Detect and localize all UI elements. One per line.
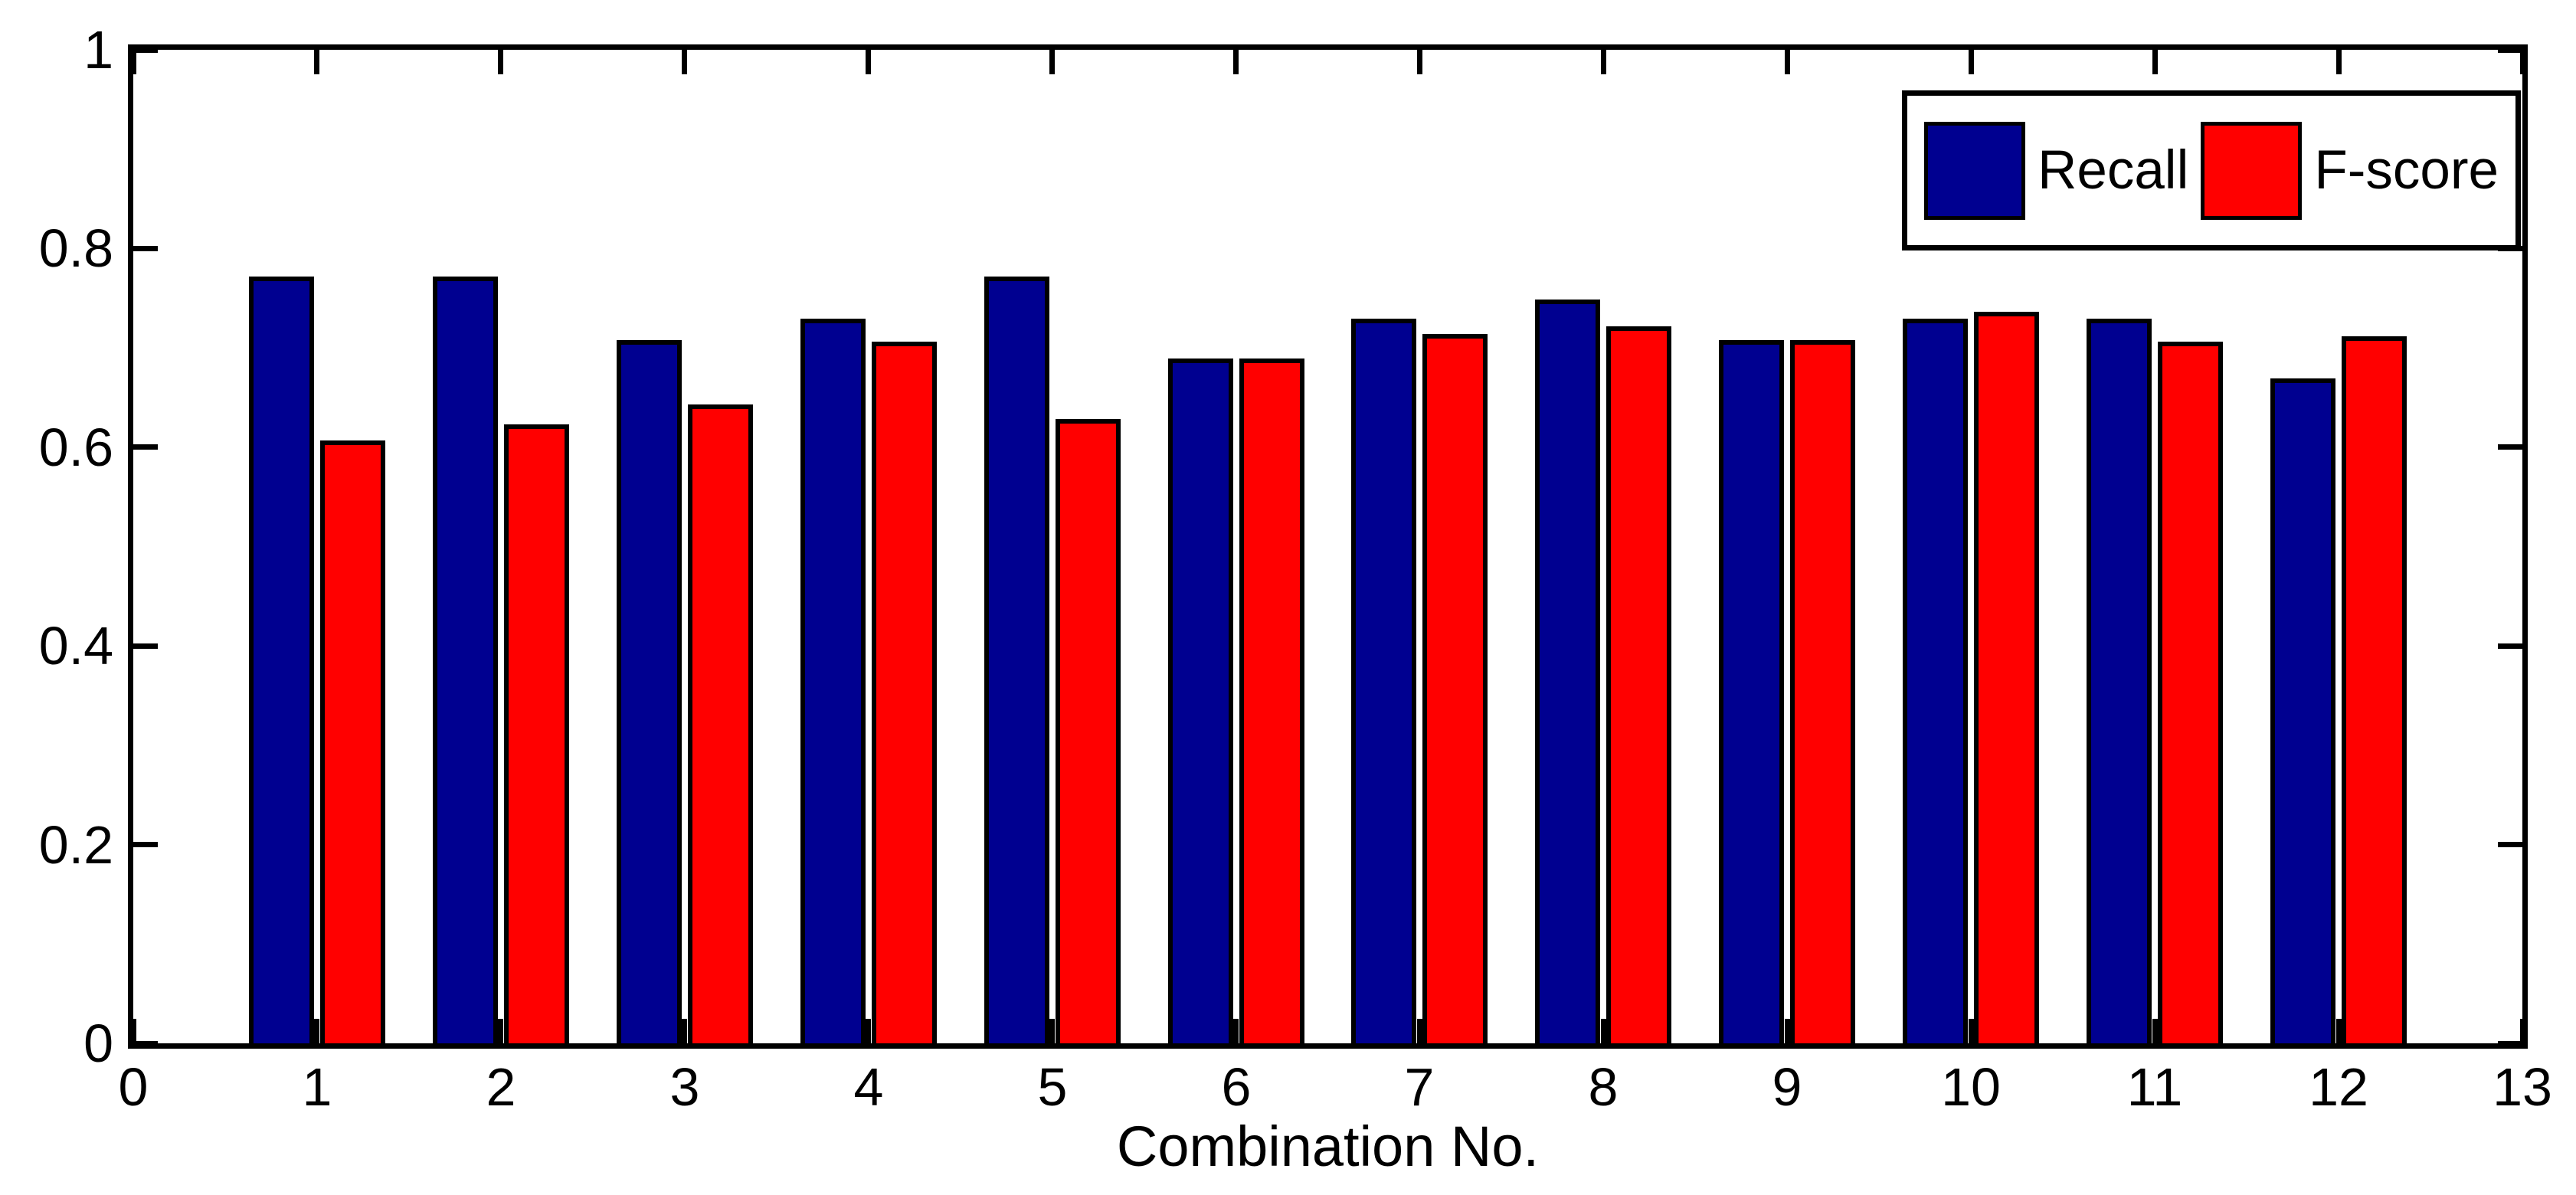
y-tick-mark-right: [2498, 1041, 2522, 1046]
y-tick-label-0.8: 0.8: [38, 218, 113, 278]
bar-f-score-2: [503, 424, 569, 1043]
x-tick-mark-bottom: [1785, 1019, 1790, 1043]
x-tick-mark-bottom: [2520, 1019, 2525, 1043]
legend: Recall F-score: [1902, 90, 2521, 250]
x-tick-label-7: 7: [1404, 1057, 1435, 1117]
legend-swatch-recall: [1924, 121, 2026, 220]
bar-f-score-10: [1974, 312, 2040, 1043]
bar-f-score-4: [871, 342, 937, 1043]
bar-f-score-5: [1055, 419, 1121, 1043]
x-tick-label-3: 3: [669, 1057, 700, 1117]
y-tick-mark-left: [133, 842, 158, 847]
x-tick-mark-top: [314, 50, 319, 74]
y-tick-mark-left: [133, 1041, 158, 1046]
x-tick-mark-bottom: [314, 1019, 319, 1043]
x-tick-mark-bottom: [2152, 1019, 2158, 1043]
bar-f-score-6: [1239, 358, 1304, 1043]
x-tick-mark-top: [1417, 50, 1422, 74]
x-tick-mark-top: [2152, 50, 2158, 74]
bar-recall-7: [1351, 319, 1417, 1043]
y-tick-mark-right: [2498, 444, 2522, 450]
bar-recall-5: [984, 277, 1049, 1043]
y-tick-mark-left: [133, 47, 158, 53]
x-tick-mark-bottom: [1049, 1019, 1055, 1043]
bar-recall-2: [432, 277, 498, 1043]
y-tick-mark-right: [2498, 842, 2522, 847]
bar-recall-3: [616, 340, 682, 1043]
bar-recall-8: [1535, 300, 1601, 1043]
x-tick-label-0: 0: [118, 1057, 149, 1117]
x-tick-mark-top: [1601, 50, 1606, 74]
x-tick-label-9: 9: [1772, 1057, 1802, 1117]
x-tick-label-5: 5: [1037, 1057, 1068, 1117]
x-tick-mark-bottom: [1969, 1019, 1974, 1043]
x-tick-label-8: 8: [1588, 1057, 1619, 1117]
x-tick-mark-top: [1969, 50, 1974, 74]
bar-f-score-8: [1606, 326, 1672, 1043]
bar-f-score-9: [1790, 340, 1856, 1043]
bar-f-score-1: [319, 440, 385, 1043]
x-tick-label-12: 12: [2309, 1057, 2368, 1117]
x-tick-label-4: 4: [853, 1057, 884, 1117]
bar-recall-1: [248, 277, 314, 1043]
x-tick-mark-bottom: [682, 1019, 687, 1043]
x-tick-mark-bottom: [1233, 1019, 1239, 1043]
x-tick-mark-top: [1049, 50, 1055, 74]
x-tick-mark-bottom: [498, 1019, 503, 1043]
x-tick-mark-top: [2336, 50, 2342, 74]
y-tick-label-0.6: 0.6: [38, 417, 113, 477]
x-tick-mark-bottom: [1601, 1019, 1606, 1043]
y-tick-label-0: 0: [83, 1013, 113, 1073]
x-tick-mark-top: [866, 50, 871, 74]
x-tick-mark-top: [682, 50, 687, 74]
bar-f-score-11: [2158, 342, 2224, 1043]
bar-recall-9: [1719, 340, 1785, 1043]
legend-label-recall: Recall: [2038, 139, 2189, 201]
x-tick-mark-bottom: [131, 1019, 136, 1043]
x-tick-label-13: 13: [2493, 1057, 2552, 1117]
bar-recall-4: [800, 319, 866, 1043]
x-tick-mark-top: [498, 50, 503, 74]
x-tick-mark-bottom: [2336, 1019, 2342, 1043]
bar-recall-6: [1167, 358, 1233, 1043]
x-tick-mark-top: [2520, 50, 2525, 74]
x-tick-mark-bottom: [866, 1019, 871, 1043]
y-tick-mark-right: [2498, 47, 2522, 53]
x-tick-label-2: 2: [486, 1057, 516, 1117]
y-tick-label-1: 1: [83, 20, 113, 80]
x-tick-label-11: 11: [2126, 1057, 2183, 1117]
bar-f-score-12: [2342, 336, 2407, 1043]
y-tick-mark-left: [133, 444, 158, 450]
x-tick-label-1: 1: [302, 1057, 332, 1117]
x-tick-label-6: 6: [1221, 1057, 1252, 1117]
x-axis-title: Combination No.: [1116, 1115, 1540, 1178]
legend-label-f-score: F-score: [2314, 139, 2499, 201]
y-tick-label-0.4: 0.4: [38, 616, 113, 676]
x-tick-mark-top: [131, 50, 136, 74]
bar-recall-11: [2087, 319, 2152, 1043]
x-tick-mark-top: [1785, 50, 1790, 74]
y-tick-mark-left: [133, 246, 158, 251]
y-tick-mark-left: [133, 643, 158, 649]
bar-recall-12: [2270, 378, 2336, 1043]
x-tick-mark-top: [1233, 50, 1239, 74]
legend-swatch-f-score: [2201, 121, 2303, 220]
x-tick-label-10: 10: [1941, 1057, 2001, 1117]
x-tick-mark-bottom: [1417, 1019, 1422, 1043]
y-tick-label-0.2: 0.2: [38, 815, 113, 875]
y-tick-mark-right: [2498, 643, 2522, 649]
bar-f-score-7: [1422, 334, 1488, 1043]
bar-recall-10: [1903, 319, 1969, 1043]
bar-f-score-3: [687, 404, 753, 1043]
